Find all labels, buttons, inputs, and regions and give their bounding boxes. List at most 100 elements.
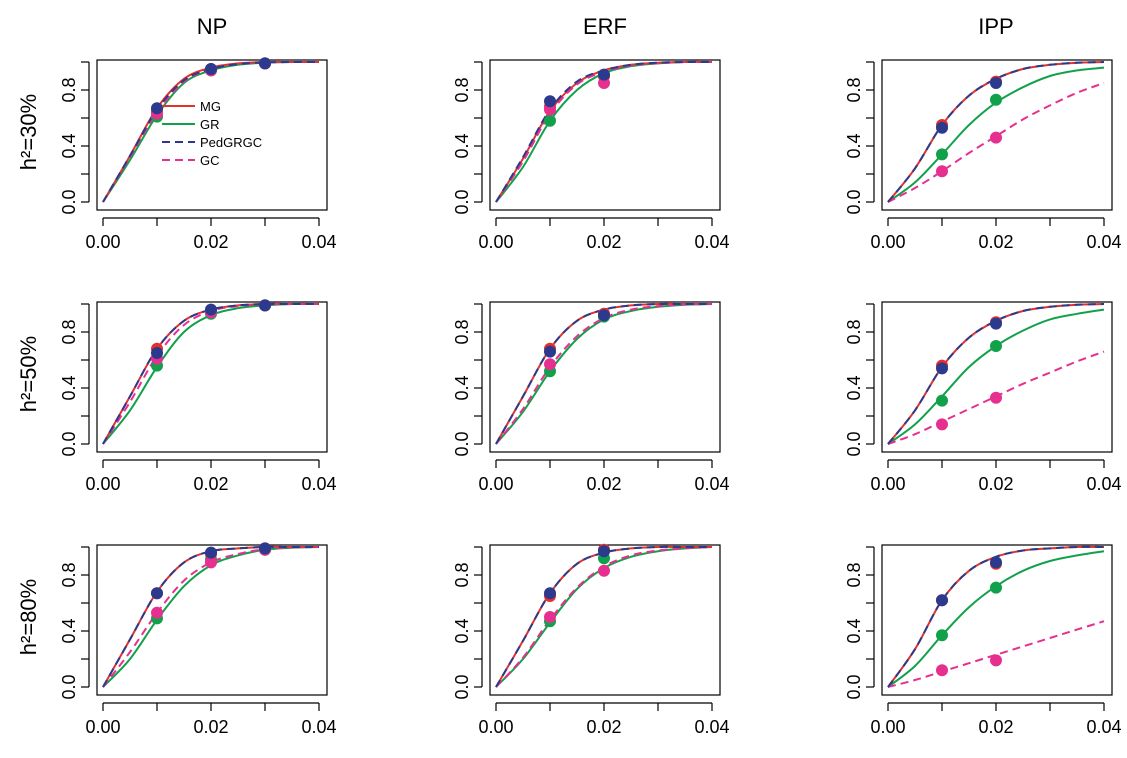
data-point-gr [544,114,556,127]
column-title-np: NP [197,14,228,39]
data-point-gc [151,606,163,619]
data-point-gc [936,165,948,178]
legend-label-pedgrgc: PedGRGC [200,135,262,150]
x-tick-label: 0.04 [1086,717,1121,737]
panel-frame [881,301,1113,453]
panel-frame [96,301,328,453]
data-point-gc [544,103,556,116]
series-line-gr [887,550,1105,688]
data-point-pedgrgc [544,345,556,358]
y-tick-label: 0.8 [452,562,472,587]
y-tick-label: 0.4 [452,375,472,400]
x-tick-label: 0.02 [586,717,621,737]
panel-r2-c1: 0.00 0.02 0.04 0.0 0.4 0.8 [452,543,730,737]
data-point-pedgrgc [936,121,948,134]
y-tick-label: 0.0 [844,674,864,699]
y-tick-label: 0.0 [452,674,472,699]
y-tick-label: 0.4 [59,375,79,400]
series-line-mg [495,302,712,445]
y-tick-label: 0.0 [59,189,79,214]
row-label-h2-50: h²=50% [16,336,41,412]
data-point-gr [990,93,1002,106]
legend-label-gc: GC [200,153,220,168]
series-line-gc [887,82,1105,203]
y-tick-label: 0.4 [844,375,864,400]
legend: MG GR PedGRGC GC [162,99,262,168]
x-tick-label: 0.04 [1086,232,1121,252]
panel-frame [489,301,721,453]
data-point-gc [544,358,556,371]
series-line-gc [102,302,320,445]
x-tick-label: 0.00 [870,717,905,737]
x-tick-label: 0.00 [85,717,120,737]
y-tick-label: 0.4 [452,618,472,643]
data-point-gc [598,564,610,577]
panel-frame [489,59,721,211]
row-label-h2-30: h²=30% [16,94,41,170]
series-line-gr [102,302,320,445]
data-point-pedgrgc [936,594,948,607]
panel-r2-c2: 0.00 0.02 0.04 0.0 0.4 0.8 [844,544,1122,737]
column-title-ipp: IPP [978,14,1013,39]
y-tick-label: 0.8 [844,562,864,587]
y-tick-label: 0.0 [452,431,472,456]
data-point-gc [990,131,1002,144]
y-tick-label: 0.4 [59,133,79,158]
data-point-pedgrgc [259,542,271,555]
y-tick-label: 0.8 [59,319,79,344]
y-tick-label: 0.0 [844,189,864,214]
panel-r0-c1: 0.00 0.02 0.04 0.0 0.4 0.8 [452,59,730,252]
data-point-gc [936,418,948,431]
data-point-gc [990,391,1002,404]
panel-frame [881,59,1113,211]
data-point-pedgrgc [598,545,610,558]
panel-frame [96,59,328,211]
x-tick-label: 0.02 [978,474,1013,494]
data-point-pedgrgc [990,77,1002,89]
panel-frame [96,544,328,696]
panel-r0-c2: 0.00 0.02 0.04 0.0 0.4 0.8 [844,59,1122,252]
row-label-h2-80: h²=80% [16,579,41,655]
series-line-gc [887,620,1105,688]
data-point-gc [936,664,948,677]
x-tick-label: 0.00 [478,232,513,252]
series-line-pedgrgc [887,303,1105,445]
x-tick-label: 0.00 [85,474,120,494]
data-point-gc [205,556,217,569]
data-point-pedgrgc [936,362,948,375]
data-point-gr [936,394,948,407]
legend-label-mg: MG [200,99,221,114]
data-point-gr [990,581,1002,594]
data-point-gc [544,611,556,623]
x-tick-label: 0.04 [301,474,336,494]
data-point-pedgrgc [205,546,217,559]
x-tick-label: 0.00 [85,232,120,252]
data-point-pedgrgc [990,556,1002,569]
data-point-pedgrgc [990,317,1002,330]
x-tick-label: 0.04 [694,232,729,252]
y-tick-label: 0.8 [452,319,472,344]
x-tick-label: 0.04 [694,717,729,737]
series-line-gc [495,303,713,445]
column-title-erf: ERF [583,14,627,39]
panel-r2-c0: 0.00 0.02 0.04 0.0 0.4 0.8 [59,542,337,737]
series-line-gr [887,308,1105,445]
data-point-gr [990,340,1002,352]
series-line-pedgrgc [887,61,1105,203]
x-tick-label: 0.02 [193,232,228,252]
data-point-pedgrgc [598,309,610,322]
panel-r0-c0: 0.00 0.02 0.04 0.0 0.4 0.8 [59,57,337,252]
x-tick-label: 0.02 [586,474,621,494]
data-point-pedgrgc [151,347,163,359]
series-line-pedgrgc [495,545,712,688]
data-point-pedgrgc [151,587,163,600]
x-tick-label: 0.00 [870,232,905,252]
x-tick-label: 0.04 [1086,474,1121,494]
y-tick-label: 0.0 [844,431,864,456]
x-tick-label: 0.00 [870,474,905,494]
panel-grid: 0.00 0.02 0.04 0.0 0.4 0.8 0.00 0.02 0.04 0.0 0.4 0… [59,57,1122,737]
panel-r1-c2: 0.00 0.02 0.04 0.0 0.4 0.8 [844,301,1122,494]
x-tick-label: 0.04 [301,717,336,737]
data-point-pedgrgc [259,299,271,312]
x-tick-label: 0.02 [193,474,228,494]
